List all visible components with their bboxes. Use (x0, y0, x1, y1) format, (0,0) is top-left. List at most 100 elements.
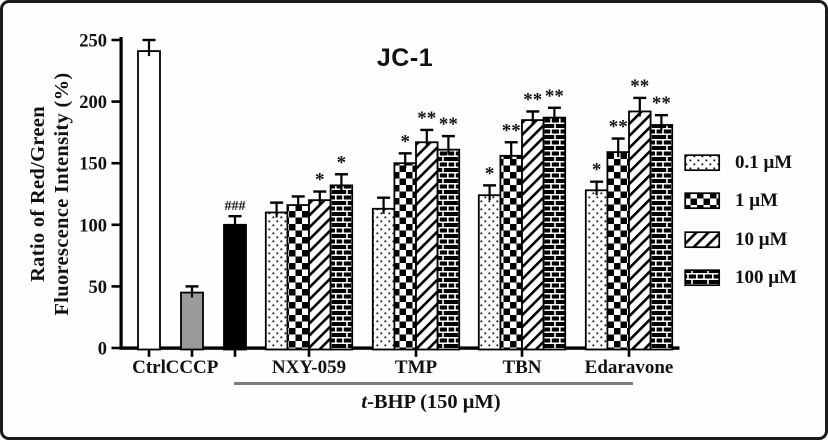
y-tick-label: 250 (79, 32, 107, 52)
error-bar-stem (233, 216, 237, 230)
bar (223, 223, 247, 351)
error-bar-stem (425, 129, 428, 148)
legend-swatch (684, 230, 721, 248)
bar (137, 50, 161, 351)
legend: 0.1 μM 1 μM 10 μM 100 μM (684, 151, 797, 308)
x-axis-label: Edaravone (585, 357, 674, 378)
x-axis-label: TMP (395, 357, 438, 378)
significance-marker: ### (225, 199, 246, 214)
error-bar-stem (340, 174, 343, 191)
bar (584, 189, 609, 351)
significance-marker: ** (630, 76, 649, 97)
y-axis-tick (111, 38, 120, 42)
significance-marker: * (337, 152, 347, 173)
bar (264, 211, 289, 351)
bar (180, 291, 204, 351)
error-bar-cap (398, 152, 412, 155)
error-bar-cap (441, 134, 455, 138)
error-bar-stem (447, 136, 450, 155)
bar (415, 141, 439, 351)
legend-label: 10 μM (735, 228, 788, 250)
y-axis-tick (111, 285, 120, 288)
error-bar-cap (142, 38, 156, 42)
y-tick-label: 150 (79, 155, 107, 175)
error-bar-stem (553, 107, 556, 123)
x-axis-tick (520, 349, 524, 357)
error-bar-stem (595, 181, 598, 196)
legend-label: 100 μM (735, 267, 797, 288)
error-bar-stem (382, 197, 385, 214)
x-axis-label: NXY-059 (272, 357, 346, 378)
x-axis-tick (307, 349, 311, 357)
bar (393, 162, 417, 351)
legend-swatch (684, 269, 721, 287)
bar (628, 110, 652, 351)
bar (606, 151, 630, 351)
treatment-label: t-BHP (150 μM) (281, 391, 581, 414)
y-tick-label: 100 (79, 216, 107, 236)
bar (308, 199, 332, 351)
bar (477, 194, 502, 351)
error-bar-stem (531, 111, 534, 126)
y-axis-tick (111, 346, 120, 350)
y-axis-tick (111, 223, 120, 227)
error-bar-cap (334, 173, 348, 176)
treatment-underline (234, 382, 633, 385)
x-axis-tick (627, 349, 631, 357)
bar (286, 204, 310, 351)
x-axis-tick (190, 349, 194, 357)
error-bar-stem (297, 196, 300, 211)
treatment-label-rest: -BHP (150 μM) (367, 391, 501, 413)
y-axis-line (119, 37, 123, 350)
significance-marker: * (315, 170, 325, 191)
significance-marker: ** (439, 114, 458, 135)
x-axis-tick (414, 349, 418, 357)
error-bar-cap (483, 184, 497, 187)
legend-item: 1 μM (684, 190, 797, 211)
bar (649, 124, 674, 351)
error-bar-cap (420, 128, 434, 132)
y-axis-tick (111, 100, 120, 103)
error-bar-stem (617, 138, 620, 158)
error-bar-cap (377, 196, 391, 199)
legend-swatch (684, 192, 721, 210)
x-axis-tick (147, 349, 151, 357)
error-bar-cap (313, 190, 327, 193)
y-tick-label: 200 (79, 93, 107, 113)
legend-label: 0.1 μM (735, 151, 793, 173)
legend-item: 100 μM (684, 267, 797, 288)
error-bar-stem (318, 191, 321, 206)
error-bar-stem (275, 202, 278, 218)
significance-marker: ** (652, 93, 671, 114)
legend-label: 1 μM (735, 190, 778, 211)
error-bar-cap (526, 110, 540, 113)
error-bar-stem (510, 142, 513, 161)
error-bar-cap (547, 106, 561, 109)
legend-swatch (684, 153, 721, 171)
error-bar-stem (488, 185, 491, 201)
error-bar-stem (190, 286, 194, 298)
bar (521, 119, 545, 351)
error-bar-stem (147, 40, 151, 57)
error-bar-cap (504, 141, 518, 144)
error-bar-cap (291, 195, 305, 198)
bar (542, 116, 567, 351)
error-bar-stem (638, 97, 641, 117)
error-bar-stem (404, 153, 407, 169)
significance-marker: ** (417, 108, 436, 129)
error-bar-stem (660, 115, 663, 131)
chart-title: JC-1 (376, 44, 434, 72)
significance-marker: ** (545, 86, 564, 107)
bar (436, 148, 461, 351)
error-bar-cap (590, 180, 604, 183)
error-bar-cap (611, 137, 625, 140)
error-bar-cap (185, 285, 199, 288)
x-axis-tick (233, 349, 237, 357)
error-bar-cap (633, 96, 647, 100)
x-axis-label: Ctrl (132, 357, 166, 378)
error-bar-cap (228, 214, 242, 218)
y-tick-label: 50 (89, 278, 108, 298)
error-bar-cap (270, 201, 284, 204)
